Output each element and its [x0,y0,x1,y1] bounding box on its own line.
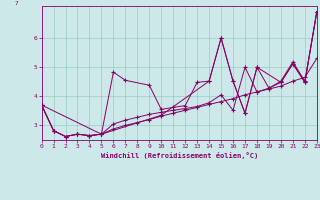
Text: 7: 7 [15,1,19,6]
X-axis label: Windchill (Refroidissement éolien,°C): Windchill (Refroidissement éolien,°C) [100,152,258,159]
